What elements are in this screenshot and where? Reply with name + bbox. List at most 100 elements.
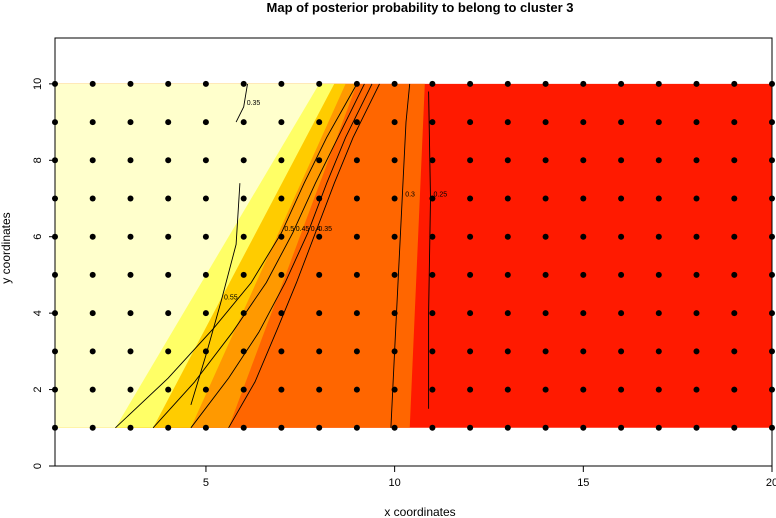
grid-point: [580, 233, 587, 240]
grid-point: [127, 157, 134, 164]
contour-label: 0.35: [247, 100, 261, 107]
y-tick-label: 4: [32, 310, 44, 316]
grid-point: [618, 233, 625, 240]
grid-point: [504, 386, 511, 393]
grid-point: [165, 386, 172, 393]
grid-point: [391, 80, 398, 87]
grid-point: [278, 386, 285, 393]
grid-point: [240, 195, 247, 202]
grid-point: [202, 424, 209, 431]
grid-point: [202, 157, 209, 164]
grid-point: [240, 424, 247, 431]
grid-point: [391, 348, 398, 355]
grid-point: [278, 80, 285, 87]
grid-point: [391, 195, 398, 202]
grid-point: [89, 310, 96, 317]
grid-point: [618, 386, 625, 393]
grid-points: [52, 80, 775, 431]
grid-point: [655, 157, 662, 164]
contour-lines: 0.5 0.45 0.40.350.3 0.250.550.35: [115, 83, 447, 429]
contour-line: [228, 83, 380, 429]
grid-point: [542, 310, 549, 317]
grid-point: [165, 195, 172, 202]
grid-point: [618, 195, 625, 202]
grid-point: [278, 157, 285, 164]
grid-point: [316, 348, 323, 355]
grid-point: [316, 157, 323, 164]
grid-point: [542, 80, 549, 87]
grid-point: [580, 310, 587, 317]
grid-point: [202, 233, 209, 240]
grid-point: [278, 119, 285, 126]
contour-line: [115, 83, 358, 429]
grid-point: [391, 386, 398, 393]
grid-point: [127, 386, 134, 393]
grid-point: [89, 157, 96, 164]
grid-point: [89, 271, 96, 278]
grid-point: [165, 119, 172, 126]
grid-point: [731, 310, 738, 317]
grid-point: [429, 386, 436, 393]
grid-point: [618, 119, 625, 126]
grid-point: [165, 233, 172, 240]
grid-point: [580, 195, 587, 202]
grid-point: [693, 386, 700, 393]
grid-point: [655, 348, 662, 355]
contour-label: 0.55: [224, 295, 238, 302]
grid-point: [391, 310, 398, 317]
grid-point: [316, 233, 323, 240]
grid-point: [127, 310, 134, 317]
grid-point: [655, 80, 662, 87]
y-tick-label: 8: [32, 157, 44, 163]
grid-point: [580, 157, 587, 164]
grid-point: [391, 424, 398, 431]
region-lowest: [55, 83, 320, 428]
contour-line: [190, 83, 373, 429]
grid-point: [278, 424, 285, 431]
grid-point: [429, 310, 436, 317]
x-axis: 5 10 15 20: [203, 465, 776, 489]
grid-point: [693, 310, 700, 317]
grid-point: [89, 386, 96, 393]
grid-point: [278, 195, 285, 202]
y-axis-label: y coordinates: [0, 212, 13, 283]
grid-point: [127, 424, 134, 431]
grid-point: [240, 80, 247, 87]
y-axis: 0 2 4 6 8 10: [32, 78, 56, 469]
grid-point: [353, 348, 360, 355]
grid-point: [240, 310, 247, 317]
grid-point: [693, 119, 700, 126]
grid-point: [731, 119, 738, 126]
grid-point: [202, 310, 209, 317]
grid-point: [693, 80, 700, 87]
grid-point: [89, 233, 96, 240]
x-tick-label: 10: [389, 477, 401, 489]
grid-point: [504, 348, 511, 355]
grid-point: [316, 424, 323, 431]
grid-point: [504, 119, 511, 126]
grid-point: [240, 233, 247, 240]
grid-point: [353, 386, 360, 393]
grid-point: [240, 348, 247, 355]
grid-point: [89, 80, 96, 87]
grid-point: [429, 348, 436, 355]
grid-point: [165, 348, 172, 355]
x-tick-label: 5: [203, 477, 209, 489]
grid-point: [655, 310, 662, 317]
grid-point: [731, 80, 738, 87]
grid-point: [504, 310, 511, 317]
grid-point: [580, 348, 587, 355]
grid-point: [467, 157, 474, 164]
grid-point: [89, 424, 96, 431]
grid-point: [240, 271, 247, 278]
grid-point: [429, 271, 436, 278]
grid-point: [655, 424, 662, 431]
grid-point: [353, 157, 360, 164]
grid-point: [542, 157, 549, 164]
grid-point: [467, 386, 474, 393]
contour-label: 0.5: [284, 226, 294, 233]
chart-title: Map of posterior probability to belong t…: [267, 0, 574, 15]
grid-point: [391, 271, 398, 278]
grid-point: [353, 195, 360, 202]
grid-point: [467, 195, 474, 202]
